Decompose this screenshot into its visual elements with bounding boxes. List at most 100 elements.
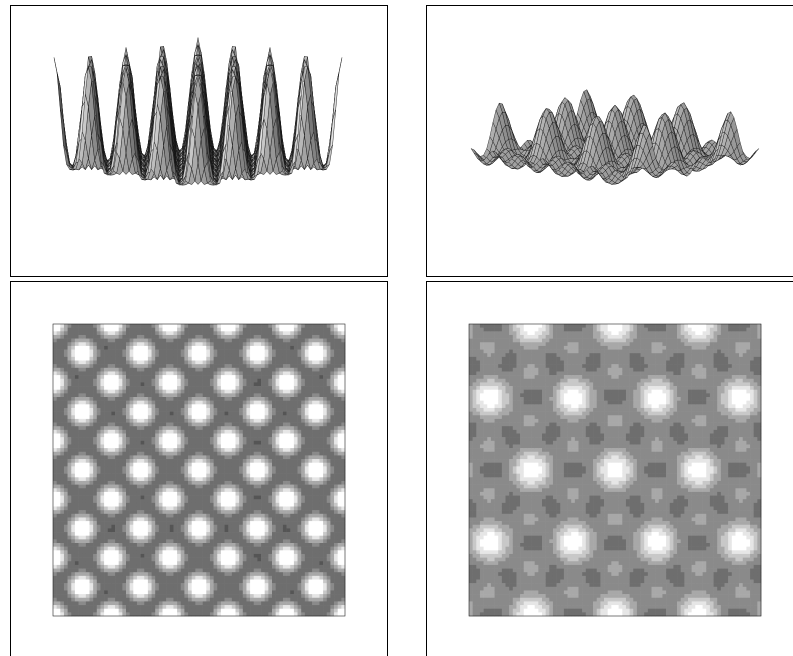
contour-cell xyxy=(82,339,86,343)
contour-cell xyxy=(79,412,83,416)
contour-cell xyxy=(75,426,79,430)
contour-cell xyxy=(60,364,64,368)
contour-cell xyxy=(53,525,57,529)
contour-cell xyxy=(75,353,79,357)
contour-cell xyxy=(64,488,68,492)
contour-cell xyxy=(53,448,57,452)
contour-cell xyxy=(75,342,79,346)
contour-cell xyxy=(64,371,68,375)
contour-cell xyxy=(68,580,72,584)
contour-cell xyxy=(79,357,83,361)
contour-cell xyxy=(68,583,72,587)
contour-cell xyxy=(57,371,61,375)
contour-cell xyxy=(53,357,57,361)
contour-cell xyxy=(57,492,61,496)
contour-cell xyxy=(86,444,90,448)
contour-cell xyxy=(82,565,86,569)
contour-cell xyxy=(53,371,57,375)
contour-cell xyxy=(57,590,61,594)
contour-cell xyxy=(71,609,75,613)
contour-cell xyxy=(57,393,61,397)
contour-cell xyxy=(79,353,83,357)
contour-cell xyxy=(82,503,86,507)
contour-cell xyxy=(57,521,61,525)
contour-cell xyxy=(60,423,64,427)
contour-cell xyxy=(60,430,64,434)
contour-cell xyxy=(68,590,72,594)
contour-cell xyxy=(60,481,64,485)
contour-cell xyxy=(57,444,61,448)
contour-cell xyxy=(79,350,83,354)
contour-cell xyxy=(57,328,61,332)
contour-cell xyxy=(64,390,68,394)
contour-cell xyxy=(68,412,72,416)
contour-cell xyxy=(79,547,83,551)
contour-cell xyxy=(57,601,61,605)
contour-cell xyxy=(79,569,83,573)
contour-cell xyxy=(53,463,57,467)
contour-cell xyxy=(75,382,79,386)
contour-cell xyxy=(64,364,68,368)
contour-cell xyxy=(71,492,75,496)
contour-cell xyxy=(64,342,68,346)
contour-cell xyxy=(68,361,72,365)
contour-cell xyxy=(53,572,57,576)
contour-cell xyxy=(79,528,83,532)
contour-cell xyxy=(60,561,64,565)
contour-cell xyxy=(68,539,72,543)
contour-cell xyxy=(64,481,68,485)
contour-cell xyxy=(68,503,72,507)
contour-cell xyxy=(53,507,57,511)
contour-cell xyxy=(86,412,90,416)
contour-cell xyxy=(64,572,68,576)
contour-cell xyxy=(71,379,75,383)
contour-cell xyxy=(79,455,83,459)
contour-cell xyxy=(57,361,61,365)
contour-cell xyxy=(86,379,90,383)
contour-cell xyxy=(53,404,57,408)
contour-cell xyxy=(82,561,86,565)
contour-cell xyxy=(53,510,57,514)
contour-cell xyxy=(75,459,79,463)
contour-cell xyxy=(79,404,83,408)
contour-cell xyxy=(71,459,75,463)
contour-cell xyxy=(71,576,75,580)
contour-cell xyxy=(57,386,61,390)
contour-cell xyxy=(71,536,75,540)
contour-cell xyxy=(82,412,86,416)
contour-cell xyxy=(86,401,90,405)
contour-cell xyxy=(53,415,57,419)
contour-cell xyxy=(71,423,75,427)
contour-cell xyxy=(60,550,64,554)
contour-cell xyxy=(86,437,90,441)
contour-cell xyxy=(79,561,83,565)
contour-cell xyxy=(79,390,83,394)
contour-cell xyxy=(82,580,86,584)
contour-cell xyxy=(57,528,61,532)
contour-cell xyxy=(82,543,86,547)
contour-cell xyxy=(71,580,75,584)
contour-cell xyxy=(53,466,57,470)
contour-cell xyxy=(53,342,57,346)
contour-cell xyxy=(57,452,61,456)
contour-cell xyxy=(71,510,75,514)
contour-cell xyxy=(71,382,75,386)
contour-cell xyxy=(79,572,83,576)
contour-cell xyxy=(82,364,86,368)
contour-cell xyxy=(68,565,72,569)
contour-cell xyxy=(71,539,75,543)
contour-cell xyxy=(57,459,61,463)
contour-cell xyxy=(82,477,86,481)
contour-cell xyxy=(53,397,57,401)
contour-cell xyxy=(75,580,79,584)
contour-cell xyxy=(86,386,90,390)
contour-cell xyxy=(75,430,79,434)
contour-cell xyxy=(68,532,72,536)
contour-cell xyxy=(60,587,64,591)
contour-cell xyxy=(86,335,90,339)
contour-cell xyxy=(57,525,61,529)
contour-cell xyxy=(68,499,72,503)
contour-cell xyxy=(53,609,57,613)
contour-cell xyxy=(71,543,75,547)
contour-cell xyxy=(75,510,79,514)
